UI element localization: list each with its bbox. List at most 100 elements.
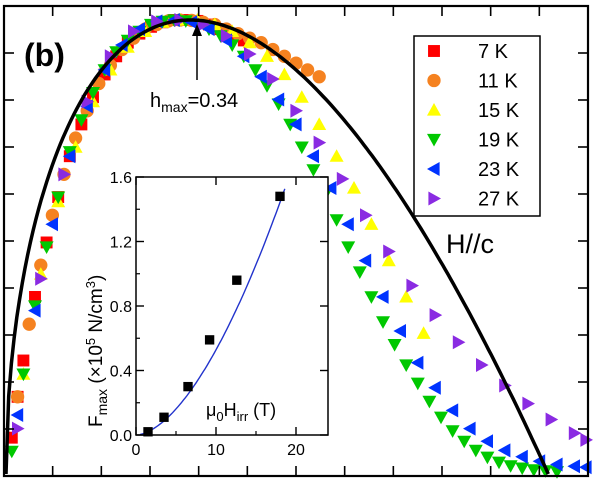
data-point <box>313 135 327 150</box>
inset-ylabel: Fmax (×105 N/cm3) <box>83 275 110 427</box>
series-27k <box>12 13 593 447</box>
data-point <box>81 94 95 109</box>
data-point <box>329 149 344 162</box>
data-point <box>568 426 582 441</box>
inset-y-tick-label: 1.6 <box>110 170 132 187</box>
data-point <box>294 141 309 155</box>
data-point <box>476 358 489 372</box>
data-point <box>306 149 319 164</box>
data-point <box>254 69 267 84</box>
data-point <box>445 425 460 438</box>
data-point <box>277 67 292 81</box>
data-point <box>29 290 41 303</box>
data-point <box>294 90 309 103</box>
data-point <box>248 64 263 77</box>
data-point <box>399 289 414 303</box>
data-point <box>522 396 535 411</box>
data-point <box>10 408 24 422</box>
data-point <box>445 403 459 418</box>
main-fit-curve <box>4 18 550 475</box>
data-point <box>399 359 414 372</box>
legend: 7 K 11 K 15 K 19 K 23 K 27 K <box>413 35 541 217</box>
data-point <box>74 114 89 127</box>
inset-data-point <box>204 335 215 345</box>
inset-x-tick-label: 10 <box>207 442 225 459</box>
data-point <box>300 63 315 77</box>
data-point <box>364 217 379 230</box>
data-point <box>329 214 344 227</box>
hmax-annotation: hmax=0.34 <box>150 24 238 115</box>
legend-marker <box>428 45 440 57</box>
data-point <box>383 244 396 259</box>
data-point <box>497 443 511 458</box>
data-point <box>312 117 327 130</box>
data-point <box>387 339 402 352</box>
data-point <box>35 271 48 286</box>
data-point <box>45 208 60 222</box>
legend-label: 7 K <box>478 41 509 63</box>
data-point <box>434 411 448 425</box>
data-point <box>220 28 234 43</box>
data-point <box>271 92 285 107</box>
data-point <box>567 459 580 474</box>
data-point <box>260 49 274 62</box>
data-point <box>312 70 326 84</box>
data-point <box>360 208 373 223</box>
data-point <box>376 289 389 304</box>
legend-box <box>413 35 541 217</box>
data-point <box>452 335 466 350</box>
data-point <box>463 421 476 436</box>
data-point <box>323 181 337 195</box>
data-point <box>34 258 48 272</box>
panel-label: (b) <box>24 37 65 73</box>
inset-y-tick-label: 0.8 <box>110 299 132 316</box>
data-point <box>515 462 530 476</box>
data-point <box>244 47 257 61</box>
data-point <box>62 149 76 164</box>
data-point <box>468 444 483 458</box>
legend-marker <box>427 73 441 88</box>
field-direction-label: H//c <box>446 229 494 259</box>
inset-data-point <box>159 412 169 422</box>
legend-label: 27 K <box>478 189 520 211</box>
data-point <box>381 253 396 267</box>
inset-x-tick-label: 20 <box>287 442 305 459</box>
data-point <box>242 35 257 49</box>
data-point <box>151 14 164 29</box>
inset-y-tick-label: 0.4 <box>110 364 132 381</box>
data-point <box>5 431 18 444</box>
data-point <box>10 390 25 404</box>
legend-marker <box>427 162 440 176</box>
inset-background <box>136 177 328 435</box>
data-point <box>28 300 42 313</box>
data-point <box>277 49 292 63</box>
data-point <box>550 457 563 472</box>
data-point <box>28 303 41 318</box>
data-point <box>410 377 425 391</box>
inset-y-tick-label: 1.2 <box>110 235 132 252</box>
inset-data-point <box>143 427 153 437</box>
data-point <box>393 324 406 338</box>
inset-xlabel: μ0Hirr (T) <box>206 400 276 424</box>
hmax-arrow-head <box>192 24 202 36</box>
data-point <box>202 22 215 37</box>
data-point <box>364 291 379 304</box>
legend-marker <box>427 103 441 116</box>
data-point <box>492 456 506 470</box>
legend-marker <box>427 133 441 147</box>
inset-data-point <box>232 275 242 285</box>
legend-marker <box>428 191 441 206</box>
data-point <box>422 395 437 409</box>
inset-plot: 0 10 20 0.0 0.4 0.8 1.2 1.6 μ0Hirr (T) Fmax (×1… <box>83 170 329 459</box>
data-point <box>352 266 367 279</box>
data-point <box>22 317 36 331</box>
data-point <box>39 241 54 254</box>
main-axis-ticks <box>4 6 588 476</box>
inset-axis-ticks: 0 10 20 0.0 0.4 0.8 1.2 1.6 <box>110 170 328 459</box>
data-point <box>12 421 25 436</box>
data-point <box>128 24 141 39</box>
data-point <box>289 117 302 132</box>
data-point <box>290 103 303 118</box>
data-point <box>515 449 528 464</box>
hmax-label: hmax=0.34 <box>150 90 238 115</box>
